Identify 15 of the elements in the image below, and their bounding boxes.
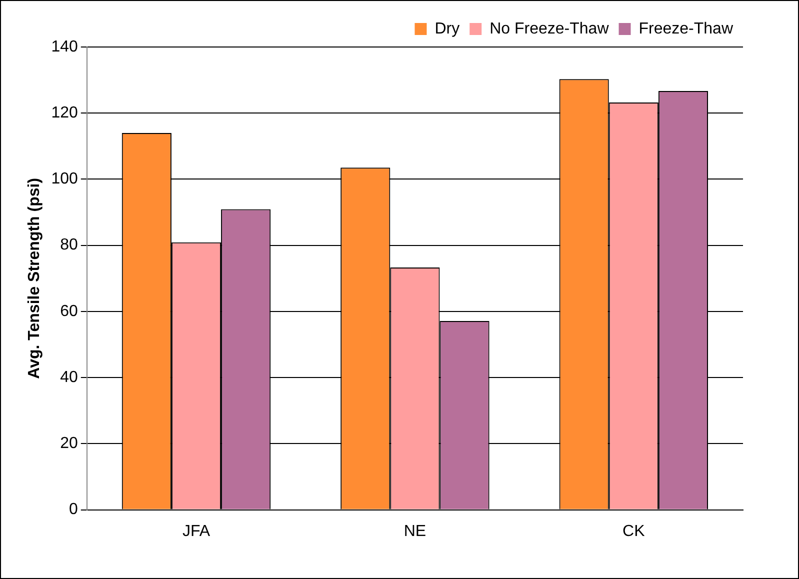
legend-label: Dry (434, 20, 460, 38)
y-axis-title: Avg. Tensile Strength (psi) (26, 178, 44, 379)
y-tick-label: 0 (68, 501, 78, 518)
legend-label: Freeze-Thaw (638, 20, 734, 38)
y-tick-label: 100 (51, 170, 78, 188)
legend-label: No Freeze-Thaw (490, 20, 610, 38)
y-tick-label: 120 (51, 104, 78, 122)
y-tick-label: 60 (60, 302, 78, 320)
x-tick-label: JFA (182, 522, 210, 540)
y-tick-label: 40 (60, 368, 78, 386)
y-tick-label: 20 (60, 435, 78, 452)
x-tick-label: NE (404, 522, 426, 540)
x-tick-label: CK (622, 522, 646, 540)
y-tick-label: 80 (60, 236, 78, 254)
y-tick-label: 140 (51, 38, 78, 56)
